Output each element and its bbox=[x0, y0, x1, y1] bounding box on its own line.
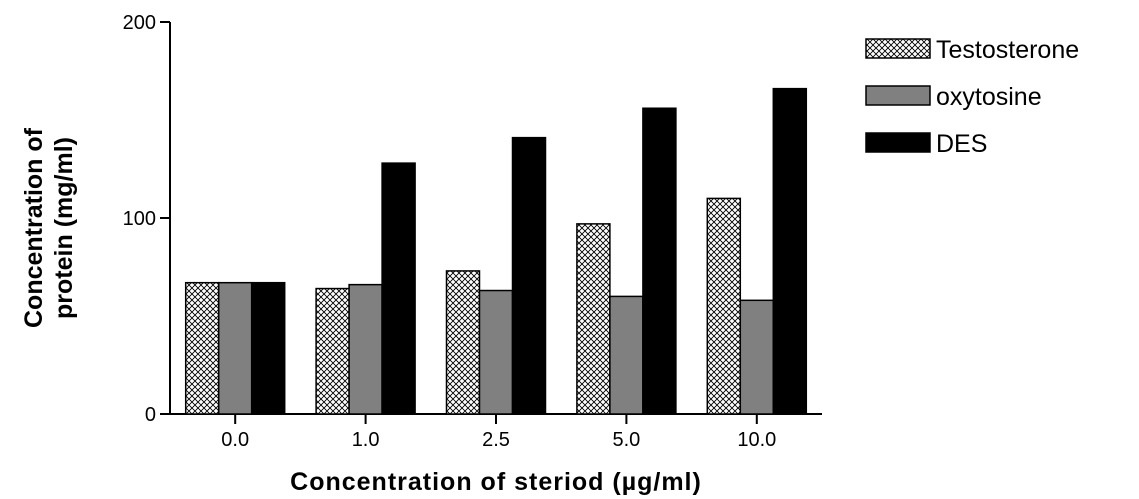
x-axis-title: Concentration of steriod (µg/ml) bbox=[290, 468, 702, 496]
legend-label-oxytosine: oxytosine bbox=[936, 83, 1042, 111]
bar-oxytosine-10.0 bbox=[739, 299, 775, 415]
x-tick-label: 0.0 bbox=[221, 429, 249, 451]
legend-swatch-oxytosine bbox=[865, 85, 931, 106]
bar-testosterone-2.5 bbox=[445, 270, 481, 415]
bar-testosterone-1.0 bbox=[315, 287, 350, 415]
bar-des-2.5 bbox=[511, 136, 547, 415]
legend-label-des: DES bbox=[936, 130, 987, 158]
bar-testosterone-5.0 bbox=[576, 223, 611, 415]
bar-oxytosine-0.0 bbox=[217, 281, 253, 415]
bar-testosterone-10.0 bbox=[706, 197, 742, 415]
bar-des-0.0 bbox=[250, 281, 286, 415]
legend-item-des: DES bbox=[865, 130, 987, 158]
bar-oxytosine-2.5 bbox=[478, 289, 514, 415]
legend-swatch-des bbox=[865, 132, 931, 153]
y-tick-label: 200 bbox=[123, 12, 156, 34]
x-tick-label: 1.0 bbox=[352, 429, 380, 451]
bar-des-10.0 bbox=[772, 87, 808, 415]
legend-swatch-testosterone bbox=[865, 38, 931, 59]
y-tick-label: 0 bbox=[145, 404, 156, 426]
bar-oxytosine-1.0 bbox=[348, 283, 383, 415]
x-tick-label: 5.0 bbox=[612, 429, 640, 451]
x-tick-label: 10.0 bbox=[737, 429, 776, 451]
x-tick-label: 2.5 bbox=[482, 429, 510, 451]
bar-testosterone-0.0 bbox=[184, 281, 220, 415]
legend-label-testosterone: Testosterone bbox=[936, 36, 1079, 64]
legend: Testosterone oxytosine DES bbox=[865, 36, 1079, 158]
bar-des-5.0 bbox=[642, 107, 677, 415]
bar-oxytosine-5.0 bbox=[609, 295, 644, 415]
y-axis-title-line-1: Concentration of bbox=[20, 127, 48, 328]
bar-des-1.0 bbox=[381, 162, 416, 415]
y-tick-label: 100 bbox=[123, 208, 156, 230]
legend-item-testosterone: Testosterone bbox=[865, 36, 1079, 64]
legend-item-oxytosine: oxytosine bbox=[865, 83, 1042, 111]
y-axis-title-line-2: protein (mg/ml) bbox=[50, 137, 78, 319]
